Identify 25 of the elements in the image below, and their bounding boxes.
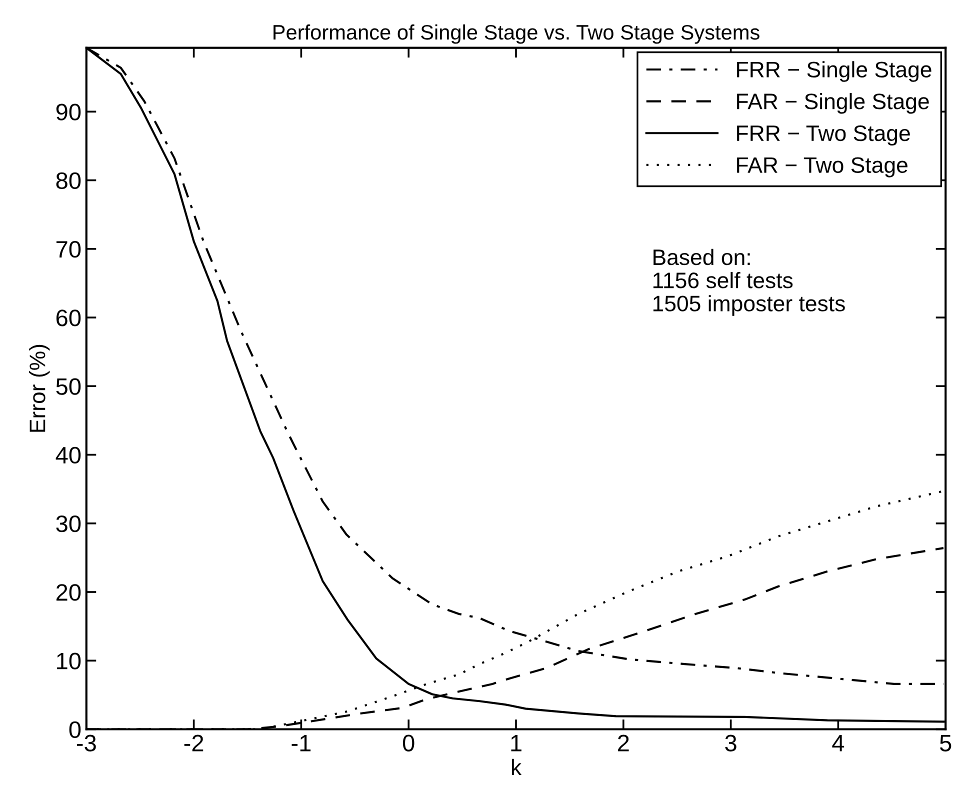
- x-tick-label: 5: [940, 734, 952, 752]
- legend-label: FRR − Two Stage: [737, 125, 910, 146]
- x-tick-label: -2: [184, 734, 204, 752]
- legend-label: FRR − Single Stage: [737, 61, 932, 82]
- y-tick-label: 80: [56, 172, 81, 190]
- y-tick-label: 50: [56, 378, 81, 395]
- y-tick-label: 30: [56, 515, 81, 532]
- x-tick-label: 2: [618, 734, 629, 752]
- legend-label: FAR − Two Stage: [737, 157, 908, 178]
- y-axis-title: Error (%): [29, 344, 50, 432]
- y-tick-label: 20: [56, 584, 81, 601]
- y-tick-label: 90: [56, 104, 81, 120]
- y-tick-label: 40: [56, 446, 81, 464]
- legend-label: FAR − Single Stage: [737, 92, 929, 114]
- y-tick-label: 10: [57, 652, 81, 670]
- x-tick-label: 1: [511, 734, 522, 752]
- y-tick-label: 60: [56, 310, 81, 326]
- x-tick-label: -1: [292, 734, 311, 752]
- chart-title: Performance of Single Stage vs. Two Stage Systems: [274, 24, 760, 44]
- x-tick-label: 3: [725, 734, 736, 752]
- annotation: Based on: 1156 self tests 1505 imposter tests: [653, 248, 845, 316]
- x-tick-label: 4: [832, 734, 844, 752]
- y-tick-label: 70: [56, 240, 81, 258]
- x-axis-title: k: [512, 758, 522, 776]
- x-tick-label: 0: [402, 734, 414, 752]
